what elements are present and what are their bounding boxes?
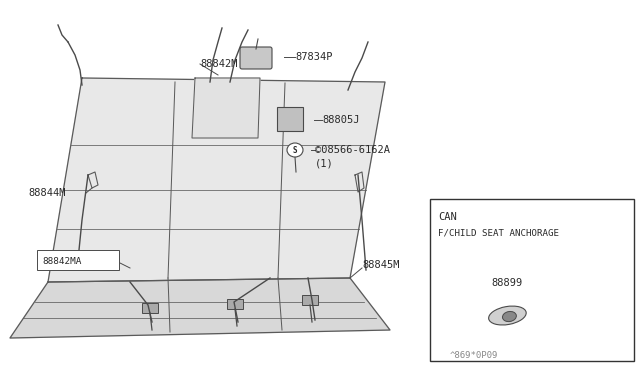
Bar (227, 299, 243, 309)
FancyBboxPatch shape (277, 107, 303, 131)
Text: 88842MA: 88842MA (42, 257, 81, 266)
Bar (430, 199, 634, 361)
FancyBboxPatch shape (240, 47, 272, 69)
Text: 88845M: 88845M (362, 260, 399, 270)
Text: 88842M: 88842M (200, 59, 237, 69)
Ellipse shape (489, 306, 526, 325)
Polygon shape (48, 78, 385, 282)
Text: ^869*0P09: ^869*0P09 (450, 350, 499, 359)
Text: 88844M: 88844M (28, 188, 65, 198)
Text: 87834P: 87834P (295, 52, 333, 62)
Ellipse shape (502, 311, 516, 322)
Text: CAN: CAN (438, 212, 457, 222)
Polygon shape (10, 278, 390, 338)
Text: F/CHILD SEAT ANCHORAGE: F/CHILD SEAT ANCHORAGE (438, 228, 559, 237)
Bar (302, 295, 318, 305)
Text: 88899: 88899 (492, 278, 523, 288)
Text: S: S (292, 145, 298, 154)
Text: ©08566-6162A: ©08566-6162A (315, 145, 390, 155)
Bar (142, 303, 158, 313)
Ellipse shape (287, 143, 303, 157)
Text: 88805J: 88805J (322, 115, 360, 125)
Text: (1): (1) (315, 158, 333, 168)
FancyBboxPatch shape (37, 250, 119, 270)
Polygon shape (192, 78, 260, 138)
